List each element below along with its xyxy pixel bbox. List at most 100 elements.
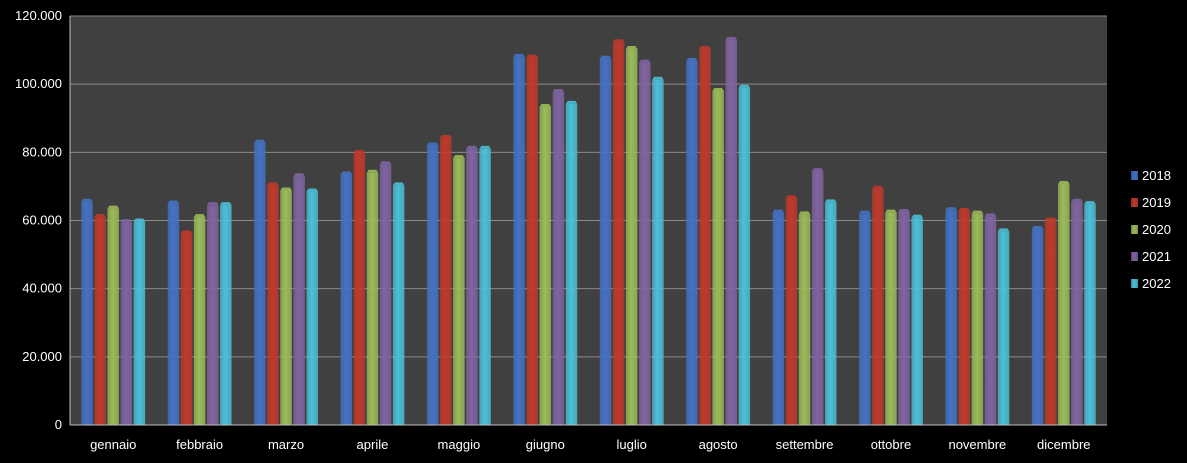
bar-cap xyxy=(466,145,478,149)
bar-cap xyxy=(686,57,698,61)
bar-2022-aprile xyxy=(392,185,405,425)
bar-2022-settembre xyxy=(824,202,837,425)
bar-cap xyxy=(539,104,552,108)
bar-cap xyxy=(267,182,279,186)
y-tick-label: 80.000 xyxy=(22,144,62,159)
bar-2018-febbraio xyxy=(167,203,180,425)
bar-2018-ottobre xyxy=(859,213,871,425)
bar-cap xyxy=(94,214,106,218)
x-tick-label: gennaio xyxy=(90,437,136,452)
bar-2019-ottobre xyxy=(872,188,884,425)
bar-cap xyxy=(639,59,651,63)
bar-cap xyxy=(193,214,206,218)
bar-cap xyxy=(353,150,366,154)
bar-2022-febbraio xyxy=(220,205,232,425)
x-tick-label: febbraio xyxy=(176,437,223,452)
bar-cap xyxy=(811,168,824,172)
bar-2021-ottobre xyxy=(898,211,910,425)
bar-cap xyxy=(1084,201,1096,205)
bar-cap xyxy=(220,202,232,206)
bar-2021-agosto xyxy=(725,39,737,425)
bar-cap xyxy=(340,171,353,175)
bar-cap xyxy=(1031,226,1044,230)
bar-2020-dicembre xyxy=(1058,184,1070,425)
bar-cap xyxy=(513,53,525,57)
bar-2022-dicembre xyxy=(1084,204,1096,425)
bar-2019-marzo xyxy=(267,185,279,425)
legend-label-2022: 2022 xyxy=(1142,276,1171,291)
bar-2020-settembre xyxy=(798,214,811,425)
bar-cap xyxy=(167,200,180,204)
legend-swatch-2019 xyxy=(1131,198,1138,207)
bar-2019-maggio xyxy=(440,138,452,426)
bar-2018-dicembre xyxy=(1031,229,1044,425)
bar-cap xyxy=(984,213,997,217)
bar-cap xyxy=(712,87,724,91)
y-tick-label: 20.000 xyxy=(22,349,62,364)
bar-cap xyxy=(81,198,93,202)
bar-2021-aprile xyxy=(379,164,392,425)
y-tick-label: 120.000 xyxy=(15,8,62,23)
bar-2019-agosto xyxy=(699,49,711,426)
bar-2018-novembre xyxy=(945,210,957,425)
bar-2020-febbraio xyxy=(193,217,206,425)
bar-cap xyxy=(552,89,565,93)
bar-2020-ottobre xyxy=(885,212,897,425)
legend-swatch-2018 xyxy=(1131,171,1138,180)
bar-2022-agosto xyxy=(738,87,751,425)
bar-cap xyxy=(945,207,957,211)
x-tick-label: settembre xyxy=(776,437,834,452)
x-tick-label: dicembre xyxy=(1037,437,1090,452)
bar-2019-settembre xyxy=(785,198,798,425)
bar-cap xyxy=(911,214,923,218)
bar-cap xyxy=(898,208,910,212)
x-tick-label: novembre xyxy=(948,437,1006,452)
bar-cap xyxy=(392,182,405,186)
bar-cap xyxy=(772,209,785,213)
bar-2018-marzo xyxy=(254,142,266,426)
bar-cap xyxy=(306,188,318,192)
bar-2019-novembre xyxy=(958,210,971,425)
bar-cap xyxy=(526,54,538,58)
bar-cap xyxy=(453,155,465,159)
bar-cap xyxy=(1071,198,1083,202)
x-tick-label: luglio xyxy=(617,437,647,452)
x-tick-label: marzo xyxy=(268,437,304,452)
bar-cap xyxy=(872,185,884,189)
bar-cap xyxy=(120,219,133,223)
legend-swatch-2021 xyxy=(1131,252,1138,261)
bar-2020-agosto xyxy=(712,90,724,425)
bar-2018-luglio xyxy=(599,58,612,426)
bar-2021-dicembre xyxy=(1071,201,1083,425)
bar-cap xyxy=(133,218,146,222)
bar-cap xyxy=(958,207,971,211)
bar-2020-maggio xyxy=(453,158,465,425)
bar-2022-ottobre xyxy=(911,217,923,425)
bar-2020-gennaio xyxy=(107,208,119,425)
legend: 2018 2019 2020 2021 2022 xyxy=(1131,168,1171,291)
bar-cap xyxy=(426,142,439,146)
bar-cap xyxy=(725,36,737,40)
bar-cap xyxy=(971,210,984,214)
bar-2019-febbraio xyxy=(180,233,193,425)
bar-cap xyxy=(785,195,798,199)
bar-2020-luglio xyxy=(625,49,638,426)
bar-cap xyxy=(1058,181,1070,185)
bar-2022-giugno xyxy=(565,103,578,425)
bar-cap xyxy=(738,84,751,88)
legend-swatch-2022 xyxy=(1131,279,1138,288)
bar-2018-maggio xyxy=(426,145,439,425)
bar-2019-luglio xyxy=(612,42,625,425)
bar-cap xyxy=(612,39,625,43)
bar-2018-agosto xyxy=(686,60,698,426)
bar-2022-luglio xyxy=(652,79,664,425)
y-tick-label: 60.000 xyxy=(22,213,62,228)
bar-2019-gennaio xyxy=(94,217,106,425)
bar-2022-gennaio xyxy=(133,221,146,425)
legend-label-2020: 2020 xyxy=(1142,222,1171,237)
legend-label-2021: 2021 xyxy=(1142,249,1171,264)
y-tick-label: 100.000 xyxy=(15,76,62,91)
bar-2022-maggio xyxy=(479,148,491,426)
bar-2021-gennaio xyxy=(120,222,133,425)
